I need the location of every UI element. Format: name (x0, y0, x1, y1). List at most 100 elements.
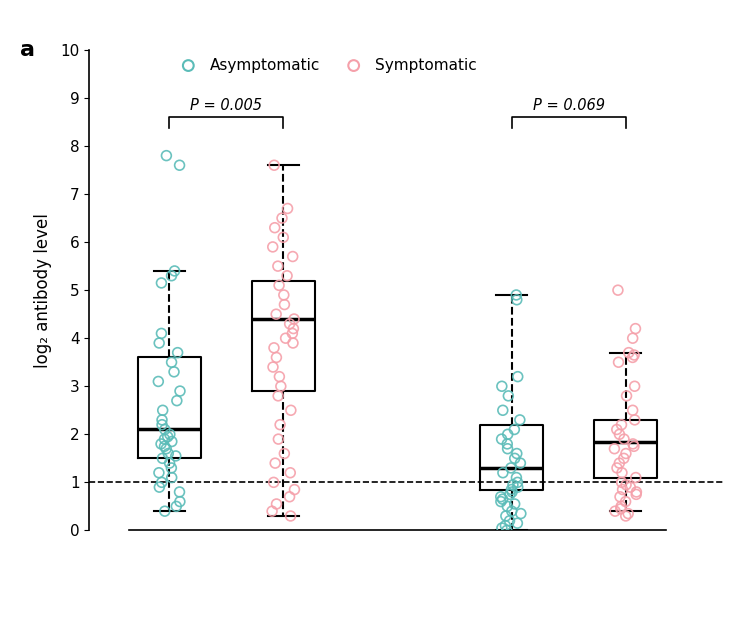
Point (168, 367, 180, 377)
Point (165, 357, 177, 367)
Point (288, 485, 300, 495)
Point (630, 487, 642, 497)
Point (267, 242, 279, 252)
Point (162, 432, 174, 442)
Point (270, 499, 282, 509)
Point (165, 271, 177, 281)
Point (269, 458, 281, 468)
Point (609, 506, 621, 516)
Point (514, 415, 526, 425)
Point (285, 468, 297, 478)
Point (156, 453, 168, 463)
Point (272, 261, 284, 271)
Point (276, 213, 288, 223)
Y-axis label: log₂ antibody level: log₂ antibody level (34, 213, 52, 368)
Point (279, 449, 291, 459)
Point (628, 441, 640, 451)
Point (620, 449, 632, 459)
Point (272, 391, 284, 401)
Point (627, 439, 639, 449)
Point (174, 160, 186, 170)
Point (287, 338, 299, 348)
Point (266, 506, 278, 516)
Point (274, 420, 286, 430)
Point (512, 372, 524, 382)
Point (510, 290, 522, 300)
Point (501, 444, 513, 454)
Point (511, 449, 523, 459)
Point (285, 406, 297, 416)
Point (165, 463, 177, 473)
Point (282, 203, 294, 213)
Point (159, 424, 171, 434)
Point (153, 482, 165, 492)
Point (496, 381, 508, 391)
Point (273, 372, 285, 382)
Point (268, 160, 280, 170)
Point (613, 429, 625, 439)
Point (284, 319, 296, 329)
Point (267, 362, 279, 372)
Point (270, 353, 282, 363)
Point (627, 406, 638, 416)
Point (615, 420, 627, 430)
Point (160, 150, 172, 160)
Point (512, 477, 524, 487)
Point (164, 458, 176, 468)
Point (505, 485, 517, 495)
Point (612, 357, 624, 367)
Point (159, 441, 171, 451)
Point (168, 266, 180, 276)
Point (620, 497, 632, 507)
Text: a: a (19, 41, 35, 61)
Point (614, 492, 626, 502)
Point (288, 324, 299, 334)
Point (627, 353, 638, 363)
Point (171, 396, 183, 406)
Point (279, 333, 291, 343)
Point (281, 271, 293, 281)
Point (159, 434, 171, 444)
Point (501, 525, 513, 535)
Point (506, 506, 518, 516)
Point (288, 314, 300, 324)
Point (501, 439, 513, 449)
Point (611, 463, 623, 473)
Point (286, 328, 298, 338)
Point (156, 415, 168, 425)
Point (628, 350, 640, 360)
Point (153, 376, 165, 386)
Point (616, 468, 628, 478)
Point (495, 497, 507, 507)
Point (505, 463, 517, 473)
Point (499, 520, 511, 530)
Point (510, 472, 522, 482)
Point (627, 333, 638, 343)
Point (629, 415, 641, 425)
Point (609, 444, 621, 454)
Point (515, 458, 527, 468)
Point (279, 300, 291, 310)
Text: P = 0.005: P = 0.005 (190, 99, 262, 114)
Point (630, 324, 641, 334)
Point (618, 434, 630, 444)
Point (502, 391, 514, 401)
Point (504, 489, 516, 499)
Point (509, 453, 521, 463)
Point (267, 477, 279, 487)
Point (615, 477, 627, 487)
Point (622, 509, 634, 519)
Point (508, 424, 520, 434)
Point (515, 509, 527, 519)
Point (170, 451, 182, 461)
Point (268, 343, 280, 353)
Point (496, 523, 508, 533)
Point (509, 499, 521, 509)
Point (153, 338, 165, 348)
Point (624, 482, 636, 492)
Point (506, 487, 518, 497)
Point (166, 437, 178, 447)
Point (270, 309, 282, 319)
Point (156, 477, 168, 487)
Point (511, 518, 523, 528)
